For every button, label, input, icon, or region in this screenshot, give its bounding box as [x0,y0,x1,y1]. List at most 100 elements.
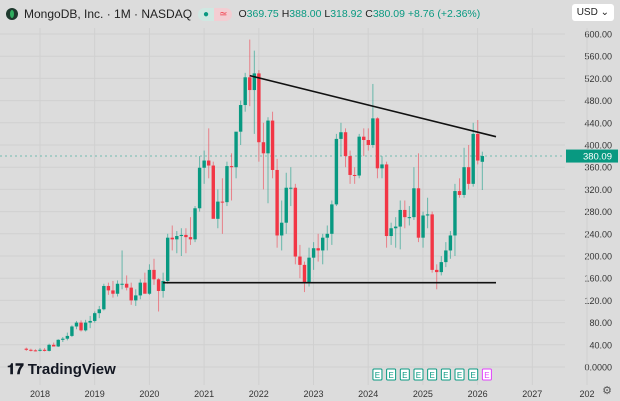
candle-body [225,166,229,203]
candle-body [220,201,225,203]
candle-body [65,335,70,339]
y-tick-label: 360.00 [584,163,612,173]
candle-body [380,164,384,169]
candle-body [334,138,339,205]
candle-body [175,236,179,240]
y-tick-label: 40.00 [589,340,612,350]
candle-2022-03 [266,117,270,204]
candle-body [165,237,170,281]
candle-2024-01 [366,128,371,151]
candle-2025-02 [425,197,430,229]
candle-2025-05 [439,256,443,276]
candle-body [435,269,439,273]
candle-2019-02 [97,305,101,319]
earnings-marker-label: E [429,371,434,380]
candle-body [102,285,106,310]
candle-2025-04 [435,264,439,290]
candle-2024-10 [407,206,412,226]
candle-body [170,237,174,240]
candle-body [448,235,453,251]
candle-body [444,250,448,263]
candle-body [184,234,188,238]
candle-body [106,285,111,291]
candle-2020-04 [161,272,165,298]
candle-2019-04 [106,282,111,295]
earnings-marker-label: E [457,371,462,380]
candle-body [257,73,261,143]
candle-2020-09 [184,228,188,254]
candle-2019-01 [93,311,97,323]
candle-body [188,237,193,240]
candle-2025-12 [471,122,475,187]
candle-2021-07 [229,153,234,201]
resistance-trendline [249,74,497,138]
candle-2023-03 [321,233,325,265]
candle-2018-03 [47,343,51,352]
candle-2018-09 [74,320,79,330]
candle-2017-10 [24,347,29,351]
candle-2023-07 [339,122,343,157]
candle-body [425,214,430,216]
candle-body [47,344,51,351]
earnings-marker [372,368,383,381]
candle-body [61,338,65,340]
x-tick-label: 2022 [249,389,269,399]
candle-body [398,209,402,227]
earnings-marker-label: E [388,371,393,380]
candle-2021-03 [211,161,215,219]
candle-body [403,209,407,218]
earnings-marker [454,368,465,381]
candle-body [79,322,83,331]
candle-2024-07 [393,217,398,248]
candle-2018-08 [70,325,74,338]
candle-2023-05 [330,200,334,245]
candle-body [243,77,247,106]
candle-2018-04 [51,342,56,347]
earnings-marker-label: E [484,371,489,380]
settings-gear-icon[interactable]: ⚙ [602,385,612,397]
candle-body [357,136,361,176]
candle-body [302,264,307,283]
candle-body [476,133,480,161]
candle-body [74,322,79,327]
market-status-pill[interactable]: ● ≃ [198,7,233,21]
candle-body [321,237,325,251]
candle-2018-10 [79,320,83,332]
candle-2021-08 [234,131,238,179]
candle-body [412,188,416,218]
candle-body [115,283,120,294]
candle-body [266,120,270,154]
currency-select[interactable]: USD ⌄ [571,4,614,21]
candle-2019-09 [129,282,133,305]
candle-2018-06 [61,337,65,343]
earnings-marker [481,368,492,381]
candle-2019-08 [124,275,129,291]
equal-icon: ≃ [214,7,233,21]
candle-2021-06 [225,161,229,207]
candle-body [179,234,184,237]
candle-body [416,188,421,238]
candle-2025-03 [430,211,434,273]
y-tick-label: 240.00 [584,229,612,239]
candle-2018-05 [56,339,60,348]
candle-2024-08 [398,200,402,250]
candle-2025-11 [466,145,471,190]
candle-2020-03 [156,278,161,312]
candle-2020-11 [193,206,197,243]
candle-2024-05 [384,161,389,248]
candle-2021-01 [202,150,206,184]
candle-2019-11 [138,279,143,300]
x-tick-label: 2025 [413,389,433,399]
candle-body [421,215,425,238]
y-tick-label: 520.00 [584,74,612,84]
candle-2018-01 [38,348,42,352]
candle-body [24,348,29,350]
earnings-marker [440,368,451,381]
ohlc-readout: O369.75 H388.00 L318.92 C380.09 +8.76 (+… [238,8,481,20]
candle-2024-02 [371,83,375,148]
y-tick-label: 160.00 [584,274,612,284]
candle-body [33,350,38,352]
last-price-badge [566,149,618,163]
symbol-title[interactable]: MongoDB, Inc. · 1M · NASDAQ [24,7,193,21]
